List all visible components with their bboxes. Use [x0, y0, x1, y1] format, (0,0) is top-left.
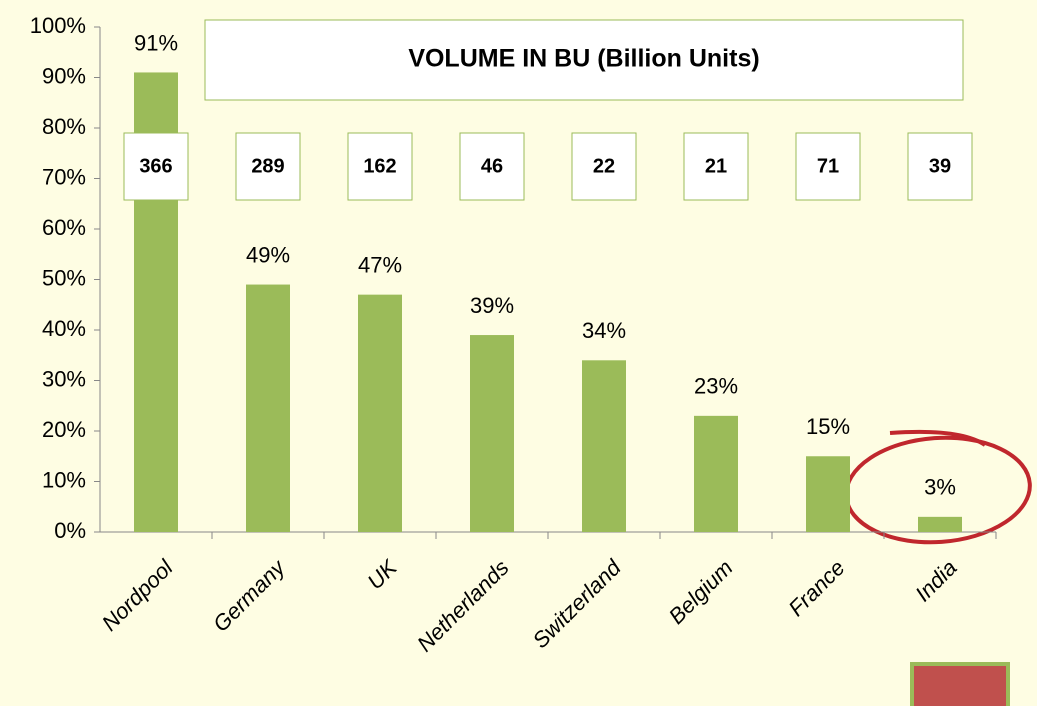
y-tick-label: 50% [42, 265, 86, 290]
y-tick-label: 20% [42, 417, 86, 442]
x-tick-label: India [910, 555, 961, 606]
volume-label: 22 [593, 155, 615, 177]
y-tick-label: 30% [42, 366, 86, 391]
y-tick-label: 70% [42, 164, 86, 189]
volume-label: 21 [705, 155, 727, 177]
bar [806, 456, 850, 532]
corner-box [910, 662, 1010, 706]
y-tick-label: 60% [42, 215, 86, 240]
y-tick-label: 100% [30, 13, 86, 38]
value-label: 91% [134, 30, 178, 55]
value-label: 15% [806, 414, 850, 439]
value-label: 23% [694, 374, 738, 399]
volume-label: 39 [929, 155, 951, 177]
x-tick-label: Germany [208, 554, 291, 637]
x-tick-label: Belgium [664, 555, 738, 629]
volume-label: 71 [817, 155, 839, 177]
bar [918, 516, 962, 532]
y-tick-label: 90% [42, 63, 86, 88]
value-label: 39% [470, 293, 514, 318]
bar [582, 360, 626, 532]
x-tick-label: Nordpool [97, 554, 179, 636]
volume-box [683, 132, 749, 201]
bar [470, 335, 514, 532]
bar [694, 415, 738, 532]
volume-box [907, 132, 973, 201]
bar [246, 284, 290, 532]
value-label: 49% [246, 242, 290, 267]
volume-box [571, 132, 637, 201]
volume-label: 289 [251, 155, 284, 177]
volume-label: 162 [363, 155, 396, 177]
volume-label: 366 [139, 155, 172, 177]
x-tick-label: UK [362, 554, 402, 594]
y-tick-label: 80% [42, 114, 86, 139]
value-label: 34% [582, 318, 626, 343]
x-tick-label: France [784, 555, 850, 621]
title-box [204, 19, 964, 101]
volume-box [795, 132, 861, 201]
volume-label: 46 [481, 155, 503, 177]
chart-title: VOLUME IN BU (Billion Units) [408, 45, 759, 73]
y-tick-label: 40% [42, 316, 86, 341]
volume-box [123, 132, 189, 201]
x-tick-label: Netherlands [412, 555, 514, 657]
volume-box [459, 132, 525, 201]
y-tick-label: 10% [42, 467, 86, 492]
x-tick-label: Switzerland [528, 554, 627, 653]
volume-box [347, 132, 413, 201]
bar [358, 294, 402, 532]
value-label: 47% [358, 252, 402, 277]
volume-box [235, 132, 301, 201]
value-label: 3% [924, 475, 956, 500]
highlight-stroke [889, 429, 987, 447]
y-tick-label: 0% [54, 518, 86, 543]
